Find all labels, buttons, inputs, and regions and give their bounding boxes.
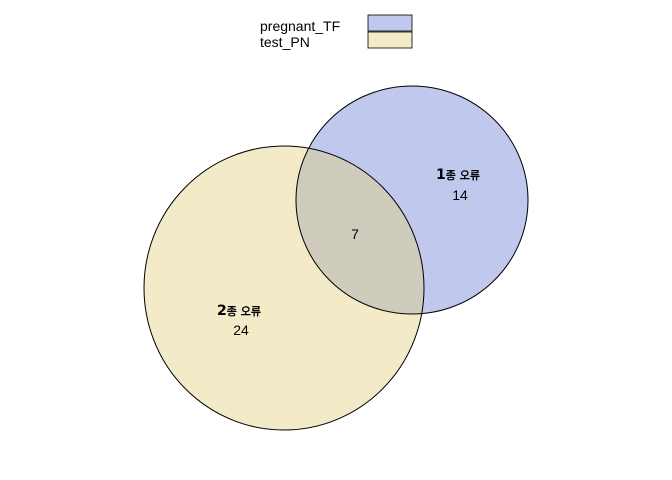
legend-label-test-pn: test_PN [260,34,310,50]
set-outline-test-pn [143,145,425,431]
legend-swatch-pregnant-tf [367,14,413,32]
region-count-b-only: 24 [233,322,249,338]
region-label-a-only: 1종 오류 [436,167,480,183]
region-label-b-only: 2종 오류 [217,303,261,319]
intersection-region [296,146,424,314]
region-count-intersection: 7 [351,226,359,242]
legend-swatch-test-pn [367,31,413,49]
region-count-a-only: 14 [452,187,468,203]
legend: pregnant_TF test_PN [260,14,413,50]
legend-label-pregnant-tf: pregnant_TF [260,18,340,34]
set-outline-pregnant-tf [295,85,529,315]
